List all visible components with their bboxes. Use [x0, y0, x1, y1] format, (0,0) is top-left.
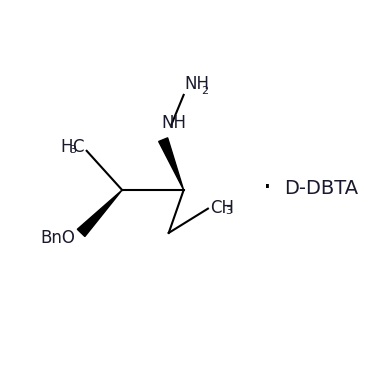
Text: D-DBTA: D-DBTA	[284, 179, 358, 198]
Text: 3: 3	[225, 206, 233, 216]
Text: CH: CH	[210, 199, 234, 217]
Text: ·: ·	[263, 174, 272, 202]
Text: C: C	[73, 138, 84, 156]
Text: 2: 2	[201, 86, 208, 96]
Text: NH: NH	[161, 114, 186, 132]
Polygon shape	[159, 138, 184, 190]
Polygon shape	[77, 190, 122, 236]
Text: BnO: BnO	[41, 229, 76, 247]
Text: NH: NH	[185, 75, 210, 93]
Text: H: H	[60, 138, 73, 156]
Text: 3: 3	[69, 145, 76, 155]
